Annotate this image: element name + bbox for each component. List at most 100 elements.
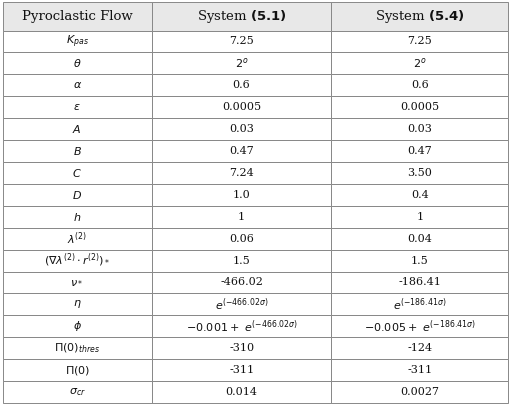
Text: Pyroclastic Flow: Pyroclastic Flow [22,10,132,23]
Text: $A$: $A$ [73,123,82,135]
Text: 7.25: 7.25 [229,36,254,47]
Bar [331,315,508,337]
Bar [3,271,152,294]
Bar [3,249,152,271]
Bar [331,118,508,140]
Text: -311: -311 [229,365,254,375]
Bar [152,271,331,294]
Bar [3,140,152,162]
Text: $-0.001 + \ e^{(-466.02\sigma)}$: $-0.001 + \ e^{(-466.02\sigma)}$ [185,318,297,335]
Bar [3,359,152,381]
Bar [331,359,508,381]
Text: -186.41: -186.41 [399,277,442,288]
Text: $\sigma_{cr}$: $\sigma_{cr}$ [68,386,86,398]
Bar [3,294,152,315]
Bar [3,30,152,52]
Bar [152,75,331,96]
Text: $\theta$: $\theta$ [73,58,81,69]
Text: 3.50: 3.50 [407,168,432,178]
Text: -310: -310 [229,343,254,353]
Bar [3,315,152,337]
Text: 7.24: 7.24 [229,168,254,178]
Bar [152,228,331,249]
Bar [152,337,331,359]
Text: $\eta$: $\eta$ [73,298,82,310]
Text: 0.0027: 0.0027 [401,387,439,397]
Text: $2^o$: $2^o$ [413,56,427,70]
Text: 1: 1 [238,212,245,222]
Bar [152,315,331,337]
Bar [331,294,508,315]
Bar [152,30,331,52]
Text: 7.25: 7.25 [408,36,432,47]
Text: 1.0: 1.0 [233,190,250,200]
Text: System $\mathbf{(5.4)}$: System $\mathbf{(5.4)}$ [375,8,465,25]
Text: 0.47: 0.47 [229,146,254,156]
Bar [152,249,331,271]
Bar [331,30,508,52]
Bar [152,118,331,140]
Bar [331,162,508,184]
Text: $2^o$: $2^o$ [235,56,248,70]
Text: 0.03: 0.03 [407,124,432,134]
Text: $C$: $C$ [73,167,82,179]
Text: $\nu_*$: $\nu_*$ [71,277,84,288]
Text: $\Pi(0)$: $\Pi(0)$ [64,364,90,377]
Bar [3,96,152,118]
Bar [152,184,331,206]
Text: System $\mathbf{(5.1)}$: System $\mathbf{(5.1)}$ [197,8,287,25]
Text: -311: -311 [407,365,432,375]
Text: 0.4: 0.4 [411,190,429,200]
Text: 0.0005: 0.0005 [400,102,439,112]
Bar [3,337,152,359]
Bar [331,249,508,271]
Text: 1.5: 1.5 [411,256,429,266]
Text: $e^{(-186.41\sigma)}$: $e^{(-186.41\sigma)}$ [393,296,447,313]
Text: 0.6: 0.6 [411,80,429,90]
Bar [331,228,508,249]
Text: -124: -124 [407,343,432,353]
Bar [331,96,508,118]
Text: $D$: $D$ [72,189,82,201]
Text: 0.0005: 0.0005 [222,102,261,112]
Text: 0.014: 0.014 [225,387,258,397]
Bar [3,118,152,140]
Text: 1: 1 [416,212,424,222]
Bar [3,2,152,30]
Bar [152,359,331,381]
Text: $e^{(-466.02\sigma)}$: $e^{(-466.02\sigma)}$ [215,296,268,313]
Text: 0.47: 0.47 [408,146,432,156]
Text: $\alpha$: $\alpha$ [73,80,82,90]
Text: 0.06: 0.06 [229,234,254,244]
Text: $\Pi(0)_{thres}$: $\Pi(0)_{thres}$ [54,341,100,355]
Text: $B$: $B$ [73,145,82,157]
Bar [331,2,508,30]
Text: 0.6: 0.6 [233,80,250,90]
Bar [3,52,152,75]
Text: $\lambda^{(2)}$: $\lambda^{(2)}$ [67,230,87,247]
Text: -466.02: -466.02 [220,277,263,288]
Bar [3,228,152,249]
Bar [3,206,152,228]
Bar [331,184,508,206]
Bar [3,184,152,206]
Bar [152,162,331,184]
Bar [152,2,331,30]
Bar [3,381,152,403]
Bar [331,337,508,359]
Bar [331,206,508,228]
Text: $(\nabla\lambda^{(2)} \cdot r^{(2)})_*$: $(\nabla\lambda^{(2)} \cdot r^{(2)})_*$ [44,252,110,269]
Bar [152,52,331,75]
Bar [3,75,152,96]
Text: 1.5: 1.5 [233,256,250,266]
Text: $h$: $h$ [73,211,81,223]
Bar [152,294,331,315]
Text: 0.04: 0.04 [407,234,432,244]
Bar [331,52,508,75]
Bar [331,271,508,294]
Text: $-0.005 + \ e^{(-186.41\sigma)}$: $-0.005 + \ e^{(-186.41\sigma)}$ [364,318,476,335]
Bar [331,140,508,162]
Text: 0.03: 0.03 [229,124,254,134]
Text: $K_{pas}$: $K_{pas}$ [66,33,88,50]
Bar [3,162,152,184]
